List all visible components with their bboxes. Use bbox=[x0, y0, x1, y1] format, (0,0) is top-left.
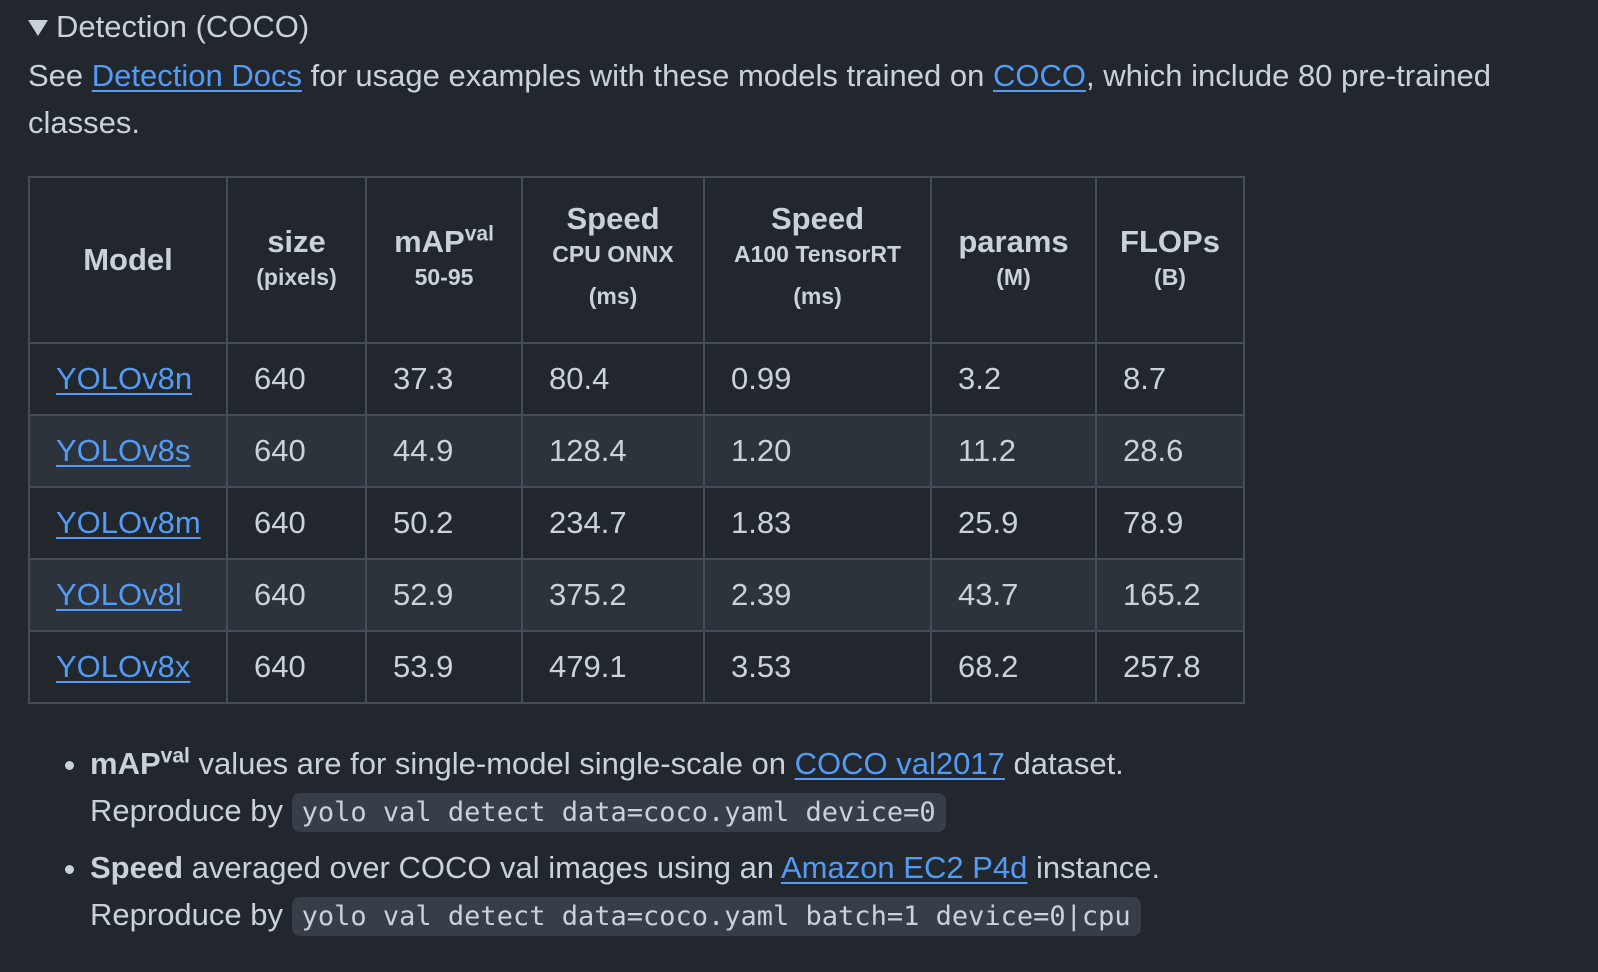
detection-docs-link[interactable]: Detection Docs bbox=[91, 58, 302, 93]
cell-params: 43.7 bbox=[930, 558, 1097, 632]
details-summary-label: Detection (COCO) bbox=[56, 9, 310, 44]
cell-size: 640 bbox=[226, 486, 367, 560]
cell-speed-gpu: 1.20 bbox=[703, 414, 932, 488]
models-table: Model size (pixels) mAPval 50-95 Speed C… bbox=[28, 176, 1245, 704]
cell-params: 11.2 bbox=[930, 414, 1097, 488]
details-summary-toggle[interactable]: Detection (COCO) bbox=[28, 6, 309, 48]
cell-speed-gpu: 2.39 bbox=[703, 558, 932, 632]
cell-size: 640 bbox=[226, 414, 367, 488]
notes-list: mAPval values are for single-model singl… bbox=[52, 740, 1160, 948]
header-map: mAPval 50-95 bbox=[365, 176, 523, 344]
cell-params: 68.2 bbox=[930, 630, 1097, 704]
cell-params: 25.9 bbox=[930, 486, 1097, 560]
cell-map: 37.3 bbox=[365, 342, 523, 416]
cell-size: 640 bbox=[226, 342, 367, 416]
table-header-row: Model size (pixels) mAPval 50-95 Speed C… bbox=[28, 176, 1245, 344]
coco-link[interactable]: COCO bbox=[993, 58, 1086, 93]
cell-speed-gpu: 1.83 bbox=[703, 486, 932, 560]
cell-flops: 28.6 bbox=[1095, 414, 1245, 488]
cell-model: YOLOv8s bbox=[28, 414, 228, 488]
cell-size: 640 bbox=[226, 630, 367, 704]
note-map-reproduce: Reproduce by bbox=[90, 793, 292, 828]
note-map: mAPval values are for single-model singl… bbox=[90, 740, 1160, 836]
header-model: Model bbox=[28, 176, 228, 344]
cell-speed-cpu: 375.2 bbox=[521, 558, 705, 632]
model-link-yolov8n[interactable]: YOLOv8n bbox=[56, 361, 193, 396]
cell-speed-cpu: 479.1 bbox=[521, 630, 705, 704]
intro-paragraph: See Detection Docs for usage examples wi… bbox=[28, 52, 1568, 146]
coco-val2017-link[interactable]: COCO val2017 bbox=[794, 746, 1005, 781]
model-link-yolov8x[interactable]: YOLOv8x bbox=[56, 649, 191, 684]
cell-map: 52.9 bbox=[365, 558, 523, 632]
cell-model: YOLOv8n bbox=[28, 342, 228, 416]
note-speed: Speed averaged over COCO val images usin… bbox=[90, 844, 1160, 940]
cell-flops: 78.9 bbox=[1095, 486, 1245, 560]
table-row: YOLOv8n 640 37.3 80.4 0.99 3.2 8.7 bbox=[28, 342, 1245, 416]
header-flops: FLOPs (B) bbox=[1095, 176, 1245, 344]
cell-map: 53.9 bbox=[365, 630, 523, 704]
cell-speed-cpu: 234.7 bbox=[521, 486, 705, 560]
table-row: YOLOv8x 640 53.9 479.1 3.53 68.2 257.8 bbox=[28, 630, 1245, 704]
header-params: params (M) bbox=[930, 176, 1097, 344]
cell-speed-gpu: 3.53 bbox=[703, 630, 932, 704]
cell-flops: 165.2 bbox=[1095, 558, 1245, 632]
cell-flops: 257.8 bbox=[1095, 630, 1245, 704]
model-link-yolov8s[interactable]: YOLOv8s bbox=[56, 433, 191, 468]
note-map-text: values are for single-model single-scale… bbox=[189, 746, 795, 781]
cell-speed-cpu: 80.4 bbox=[521, 342, 705, 416]
map-reproduce-command: yolo val detect data=coco.yaml device=0 bbox=[291, 793, 946, 832]
cell-model: YOLOv8m bbox=[28, 486, 228, 560]
note-speed-reproduce: Reproduce by bbox=[90, 897, 292, 932]
note-map-bold: mAPval bbox=[90, 744, 190, 781]
amazon-ec2-p4d-link[interactable]: Amazon EC2 P4d bbox=[780, 850, 1028, 885]
cell-speed-gpu: 0.99 bbox=[703, 342, 932, 416]
model-link-yolov8m[interactable]: YOLOv8m bbox=[56, 505, 201, 540]
table-row: YOLOv8s 640 44.9 128.4 1.20 11.2 28.6 bbox=[28, 414, 1245, 488]
cell-params: 3.2 bbox=[930, 342, 1097, 416]
intro-text-middle: for usage examples with these models tra… bbox=[302, 58, 993, 93]
cell-flops: 8.7 bbox=[1095, 342, 1245, 416]
note-map-text-after: dataset. bbox=[1004, 746, 1124, 781]
note-speed-bold: Speed bbox=[90, 850, 184, 885]
model-link-yolov8l[interactable]: YOLOv8l bbox=[56, 577, 182, 612]
cell-model: YOLOv8l bbox=[28, 558, 228, 632]
speed-reproduce-command: yolo val detect data=coco.yaml batch=1 d… bbox=[291, 897, 1141, 936]
cell-model: YOLOv8x bbox=[28, 630, 228, 704]
header-speed-gpu: Speed A100 TensorRT (ms) bbox=[703, 176, 932, 344]
cell-size: 640 bbox=[226, 558, 367, 632]
note-speed-text-after: instance. bbox=[1027, 850, 1161, 885]
triangle-down-icon bbox=[28, 20, 48, 36]
note-speed-text: averaged over COCO val images using an bbox=[183, 850, 781, 885]
cell-map: 50.2 bbox=[365, 486, 523, 560]
cell-speed-cpu: 128.4 bbox=[521, 414, 705, 488]
header-speed-cpu: Speed CPU ONNX (ms) bbox=[521, 176, 705, 344]
table-row: YOLOv8l 640 52.9 375.2 2.39 43.7 165.2 bbox=[28, 558, 1245, 632]
header-size: size (pixels) bbox=[226, 176, 367, 344]
table-row: YOLOv8m 640 50.2 234.7 1.83 25.9 78.9 bbox=[28, 486, 1245, 560]
intro-text-before: See bbox=[28, 58, 92, 93]
intro-text-after: , which include 80 pre-trained classes. bbox=[28, 58, 1491, 140]
cell-map: 44.9 bbox=[365, 414, 523, 488]
